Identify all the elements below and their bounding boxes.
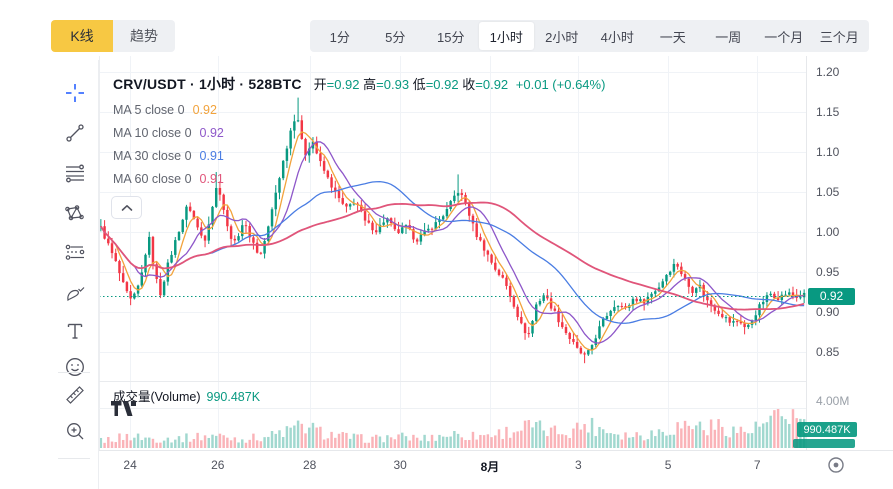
collapse-indicators-button[interactable] (111, 196, 142, 219)
price-tick-label: 0.90 (816, 305, 840, 319)
ma60-legend-row[interactable]: MA 60 close 0 0.91 (113, 172, 605, 186)
volume-label: 成交量(Volume) (113, 390, 201, 404)
brush-icon (67, 287, 85, 302)
ma60-label: MA 60 close 0 (113, 172, 192, 186)
timeframe-button-7[interactable]: 一天 (645, 22, 701, 50)
volume-gridline (99, 408, 806, 409)
xabcd-pattern-tool-button[interactable] (58, 196, 92, 230)
price-axis-separator (806, 56, 807, 450)
chevron-up-icon (121, 204, 132, 211)
timeframe-button-9[interactable]: 一个月 (756, 22, 812, 50)
time-tick-label: 3 (575, 458, 582, 472)
timeframe-button-2[interactable]: 5分 (368, 22, 424, 50)
topbar: K线 趋势 1分 5分 15分 1小时 2小时 4小时 一天 一周 一个月 三个月 (0, 0, 893, 56)
time-axis-separator (99, 450, 893, 451)
volume-legend[interactable]: 成交量(Volume) 990.487K (113, 386, 260, 405)
projection-icon (65, 244, 85, 260)
timeframe-group: 1分 5分 15分 1小时 2小时 4小时 一天 一周 一个月 三个月 (310, 20, 869, 52)
ma10-value: 0.92 (199, 126, 224, 140)
ma5-value: 0.92 (192, 103, 217, 117)
ma10-legend-row[interactable]: MA 10 close 0 0.92 (113, 126, 605, 140)
toolbar-divider-bottom (58, 458, 90, 459)
trend-line-icon (66, 124, 84, 142)
chart-left-border (99, 56, 100, 450)
time-tick-label: 28 (302, 458, 317, 472)
toolbar-divider (58, 372, 90, 373)
timeframe-button-1[interactable]: 1分 (312, 22, 368, 50)
time-tick-label: 8月 (480, 460, 500, 474)
price-tick-label: 0.95 (816, 265, 840, 279)
price-axis[interactable]: 1.20 1.15 1.10 1.05 1.00 0.95 0.90 0.85 (807, 56, 893, 450)
ma5-label: MA 5 close 0 (113, 103, 185, 117)
timezone-button[interactable] (824, 454, 848, 476)
xabcd-pattern-icon (65, 205, 84, 221)
price-tick-label: 1.05 (816, 185, 840, 199)
chart-area: CRV/USDT · 1小时 · 528BTC 开=0.92 高=0.93 低=… (99, 56, 893, 489)
zoom-in-icon (67, 423, 84, 440)
timeframe-button-5[interactable]: 2小时 (534, 22, 590, 50)
mode-tabs: K线 趋势 (51, 20, 175, 52)
crosshair-tool-button[interactable] (58, 76, 92, 110)
ma30-legend-row[interactable]: MA 30 close 0 0.91 (113, 149, 605, 163)
ruler-icon (66, 386, 84, 404)
timeframe-button-4[interactable]: 1小时 (478, 22, 534, 50)
time-tick-label: 26 (211, 458, 225, 472)
fib-retracement-icon (66, 164, 84, 183)
time-tick-label: 30 (393, 458, 407, 472)
text-icon (67, 323, 83, 339)
text-tool-button[interactable] (58, 314, 92, 348)
emoji-tool-button[interactable] (58, 350, 92, 384)
current-volume-badge: 990.487K (797, 422, 857, 437)
brush-tool-button[interactable] (58, 276, 92, 310)
ma30-value: 0.91 (199, 149, 224, 163)
ma60-value: 0.91 (199, 172, 224, 186)
tab-kline[interactable]: K线 (51, 20, 113, 52)
price-tick-label: 0.85 (816, 345, 840, 359)
current-price-badge: 0.92 (808, 287, 855, 305)
time-tick-label: 24 (123, 458, 137, 472)
emoji-icon (66, 358, 84, 376)
time-axis[interactable]: 24 26 28 30 8月 3 5 7 (99, 451, 893, 481)
price-tick-label: 1.10 (816, 145, 840, 159)
drawing-toolbar (50, 60, 99, 489)
timezone-clock-icon (828, 457, 844, 473)
time-tick-label: 7 (753, 458, 761, 472)
time-tick-label: 5 (664, 458, 672, 472)
price-tick-label: 1.00 (816, 225, 840, 239)
ruler-tool-button[interactable] (58, 378, 92, 412)
volume-value: 990.487K (206, 390, 261, 404)
volume-badge-secondary (793, 439, 855, 448)
timeframe-button-10[interactable]: 三个月 (812, 22, 868, 50)
volume-scale-label: 4.00M (816, 394, 850, 408)
timeframe-button-8[interactable]: 一周 (701, 22, 757, 50)
price-tick-label: 1.20 (816, 65, 840, 79)
crosshair-icon (66, 84, 84, 102)
ma5-legend-row[interactable]: MA 5 close 0 0.92 (113, 103, 605, 117)
fib-retracement-tool-button[interactable] (58, 156, 92, 190)
trend-line-tool-button[interactable] (58, 116, 92, 150)
projection-tool-button[interactable] (58, 236, 92, 270)
tab-trend[interactable]: 趋势 (113, 20, 175, 52)
ma30-label: MA 30 close 0 (113, 149, 192, 163)
pane-separator[interactable] (99, 381, 806, 382)
timeframe-button-6[interactable]: 4小时 (590, 22, 646, 50)
ma10-label: MA 10 close 0 (113, 126, 192, 140)
zoom-in-tool-button[interactable] (58, 414, 92, 448)
timeframe-button-3[interactable]: 15分 (423, 22, 479, 50)
tradingview-logo-icon (111, 401, 136, 416)
price-tick-label: 1.15 (816, 105, 840, 119)
chart-canvas[interactable] (99, 56, 806, 450)
tradingview-logo[interactable] (111, 401, 138, 420)
